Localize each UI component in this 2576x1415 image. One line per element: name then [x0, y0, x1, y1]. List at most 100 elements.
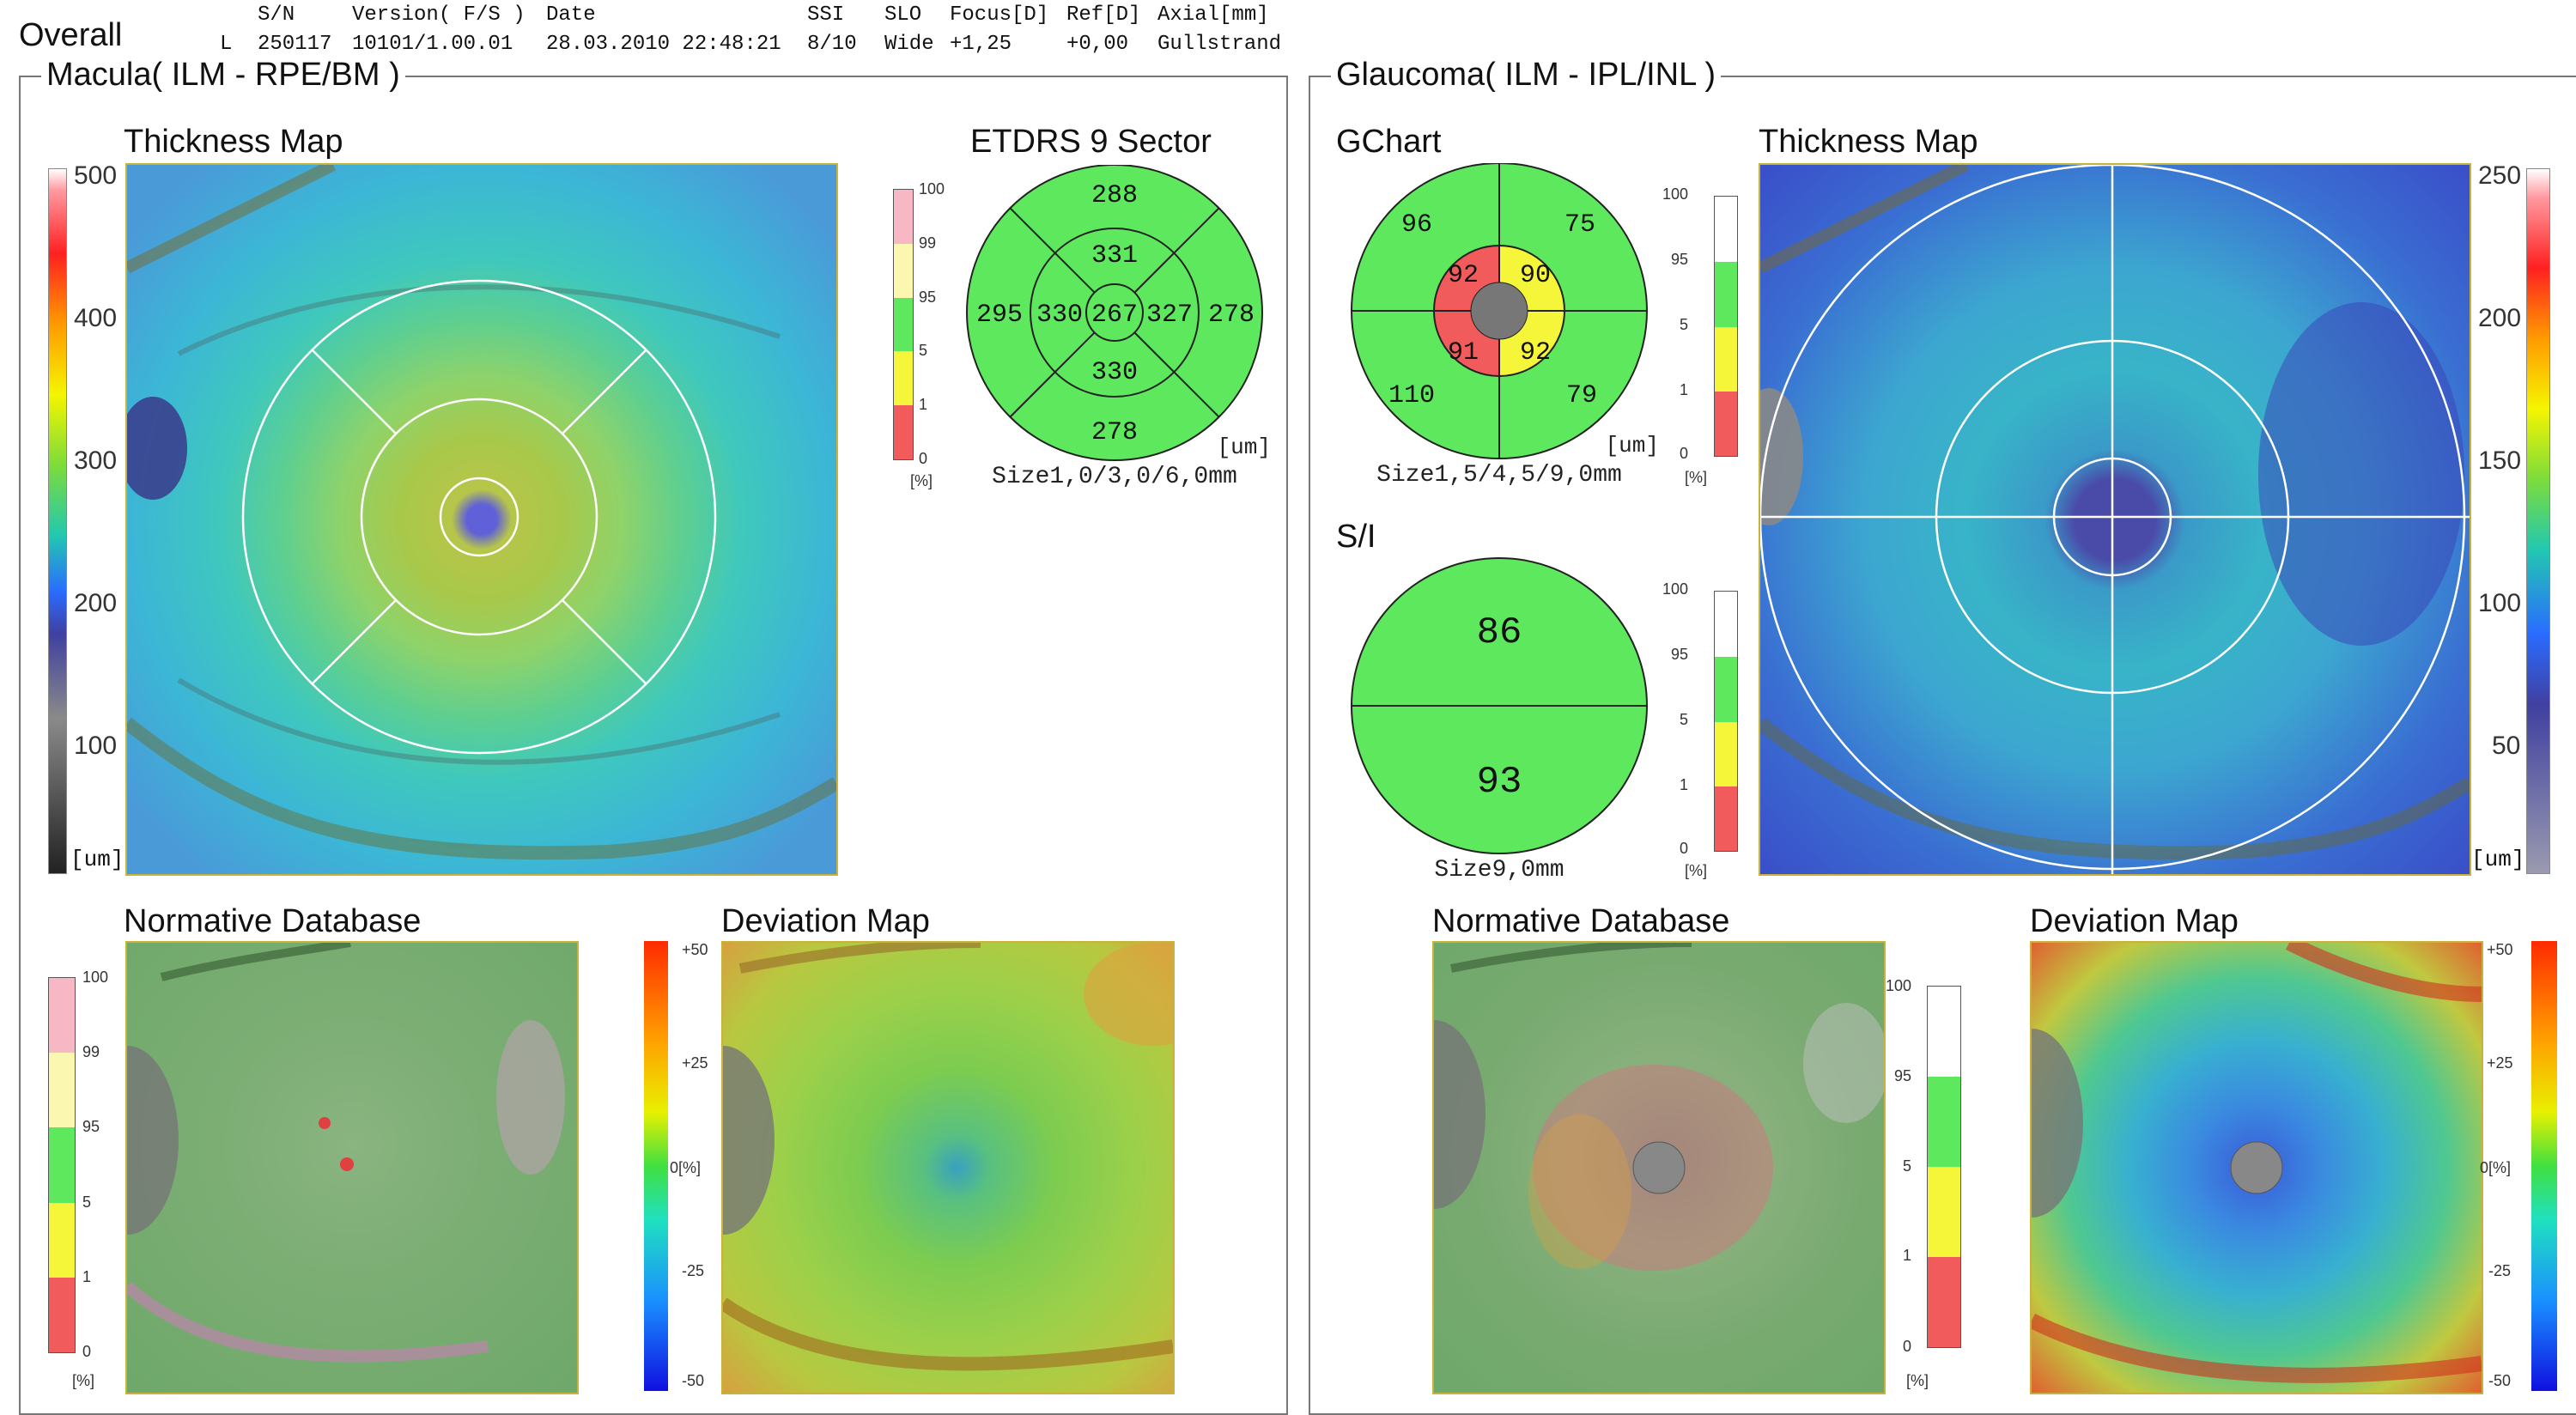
header-ref: +0,00 — [1066, 33, 1129, 56]
etdrs-outer-inf: 278 — [1091, 418, 1138, 447]
etdrs-title: ETDRS 9 Sector — [970, 124, 1212, 160]
glaucoma-normative-legend-100: 100 — [1886, 977, 1912, 994]
macula-scale-400: 400 — [74, 304, 118, 332]
glaucoma-normative-title: Normative Database — [1432, 903, 1730, 939]
macula-normative-legend-5: 5 — [82, 1193, 92, 1211]
macula-dev-scale-0: 0[%] — [670, 1159, 702, 1176]
gchart-chart: 96 75 92 90 91 92 110 79 [um] Size1,5/4,… — [1351, 163, 1659, 489]
gchart-legend-95: 95 — [1671, 251, 1689, 268]
glaucoma-thickness-colorbar — [2526, 168, 2550, 874]
gchart-outer-sn: 75 — [1564, 210, 1595, 240]
macula-normative-overlay — [127, 943, 565, 1363]
macula-normative-map[interactable] — [125, 941, 579, 1394]
glaucoma-deviation-title: Deviation Map — [2030, 903, 2239, 939]
gchart-legend-0: 0 — [1680, 445, 1689, 462]
header-label-date: Date — [546, 3, 596, 27]
header-ssi: 8/10 — [807, 33, 857, 56]
glaucoma-thickness-overlay — [1760, 165, 2470, 874]
macula-normative-legend — [48, 977, 76, 1353]
glaucoma-scale-250: 250 — [2478, 161, 2522, 190]
si-inferior: 93 — [1477, 761, 1522, 804]
macula-deviation-overlay — [723, 943, 1173, 1371]
si-legend-5: 5 — [1680, 711, 1689, 728]
macula-deviation-map[interactable] — [721, 941, 1175, 1394]
glaucoma-thickness-map[interactable] — [1759, 163, 2471, 876]
si-legend-1: 1 — [1680, 776, 1689, 793]
header-focus: +1,25 — [950, 33, 1012, 56]
glaucoma-thickness-map-title: Thickness Map — [1759, 124, 1978, 160]
gchart-unit: [um] — [1606, 433, 1659, 459]
header-label-axial: Axial[mm] — [1157, 3, 1269, 27]
macula-frame-title: Macula( ILM - RPE/BM ) — [41, 57, 405, 94]
glaucoma-dev-scale-p50: +50 — [2487, 941, 2513, 958]
glaucoma-dev-scale-m50: -50 — [2488, 1372, 2512, 1389]
gchart-outer-in: 79 — [1566, 381, 1597, 410]
etdrs-legend-5: 5 — [919, 342, 928, 359]
gchart-center — [1470, 282, 1528, 340]
glaucoma-scale-150: 150 — [2478, 446, 2522, 475]
etdrs-outer-temp: 295 — [976, 301, 1023, 330]
etdrs-legend-unit: [%] — [910, 472, 933, 489]
macula-normative-legend-99: 99 — [82, 1043, 100, 1060]
glaucoma-dev-scale-0: 0[%] — [2480, 1159, 2512, 1176]
glaucoma-deviation-overlay — [2032, 943, 2482, 1383]
gchart-inner-sn-value: 90 — [1520, 261, 1551, 290]
gchart-legend-1: 1 — [1680, 381, 1689, 398]
si-size: Size9,0mm — [1434, 857, 1564, 884]
macula-deviation-colorbar — [644, 941, 668, 1391]
etdrs-legend-1: 1 — [919, 396, 928, 413]
glaucoma-scale-unit: [um] — [2471, 847, 2525, 872]
glaucoma-normative-legend — [1927, 986, 1961, 1348]
etdrs-size: Size1,0/3,0/6,0mm — [992, 464, 1237, 490]
macula-normative-legend-unit: [%] — [72, 1372, 95, 1389]
gchart-outer-st: 96 — [1401, 210, 1432, 240]
etdrs-legend-100: 100 — [919, 180, 945, 197]
header-date: 28.03.2010 22:48:21 — [546, 33, 781, 56]
macula-dev-scale-p50: +50 — [682, 941, 708, 958]
glaucoma-normative-overlay — [1434, 943, 1884, 1271]
etdrs-chart: 288 331 295 330 267 327 278 330 278 [um]… — [966, 165, 1271, 490]
etdrs-legend-95: 95 — [919, 288, 937, 306]
glaucoma-dev-scale-m25: -25 — [2488, 1262, 2512, 1279]
glaucoma-deviation-colorbar — [2531, 941, 2557, 1391]
macula-scale-200: 200 — [74, 589, 118, 617]
si-legend-bar — [1714, 591, 1738, 852]
macula-thickness-overlay — [127, 165, 836, 860]
glaucoma-normative-map[interactable] — [1432, 941, 1886, 1394]
gchart-legend-5: 5 — [1680, 316, 1689, 333]
gchart-size: Size1,5/4,5/9,0mm — [1376, 462, 1622, 489]
macula-normative-legend-0: 0 — [82, 1343, 92, 1360]
gchart-inner-in-value: 92 — [1520, 338, 1551, 367]
macula-thickness-map[interactable] — [125, 163, 838, 876]
etdrs-inner-nasal: 327 — [1146, 301, 1193, 330]
etdrs-center — [1085, 283, 1144, 342]
header-version: 10101/1.00.01 — [352, 33, 513, 56]
glaucoma-deviation-map[interactable] — [2030, 941, 2483, 1394]
macula-deviation-title: Deviation Map — [721, 903, 930, 939]
etdrs-inner-sup: 331 — [1091, 241, 1138, 270]
etdrs-center-value: 267 — [1091, 301, 1138, 330]
gchart-inner-st-value: 92 — [1448, 261, 1479, 290]
macula-thickness-colorbar — [48, 168, 67, 874]
etdrs-legend-99: 99 — [919, 234, 937, 252]
header-eye: L — [220, 33, 233, 56]
report-title: Overall — [19, 17, 123, 53]
etdrs-legend-bar — [893, 189, 914, 460]
glaucoma-scale-200: 200 — [2478, 304, 2522, 332]
si-chart: 86 93 Size9,0mm — [1351, 557, 1648, 884]
gchart-title: GChart — [1336, 124, 1442, 160]
header-label-sn: S/N — [258, 3, 295, 27]
glaucoma-scale-100: 100 — [2478, 589, 2522, 617]
macula-dev-scale-m25: -25 — [682, 1262, 705, 1279]
glaucoma-normative-legend-0: 0 — [1903, 1338, 1912, 1355]
gchart-outer-it: 110 — [1388, 381, 1435, 410]
glaucoma-frame-title: Glaucoma( ILM - IPL/INL ) — [1331, 57, 1722, 94]
si-superior: 86 — [1477, 611, 1522, 654]
etdrs-legend-0: 0 — [919, 450, 928, 467]
gchart-legend-100: 100 — [1662, 185, 1689, 203]
si-legend-95: 95 — [1671, 646, 1689, 663]
macula-scale-unit: [um] — [70, 847, 125, 872]
glaucoma-normative-legend-95: 95 — [1894, 1067, 1912, 1084]
header-label-focus: Focus[D] — [950, 3, 1049, 27]
etdrs-inner-inf: 330 — [1091, 358, 1138, 387]
